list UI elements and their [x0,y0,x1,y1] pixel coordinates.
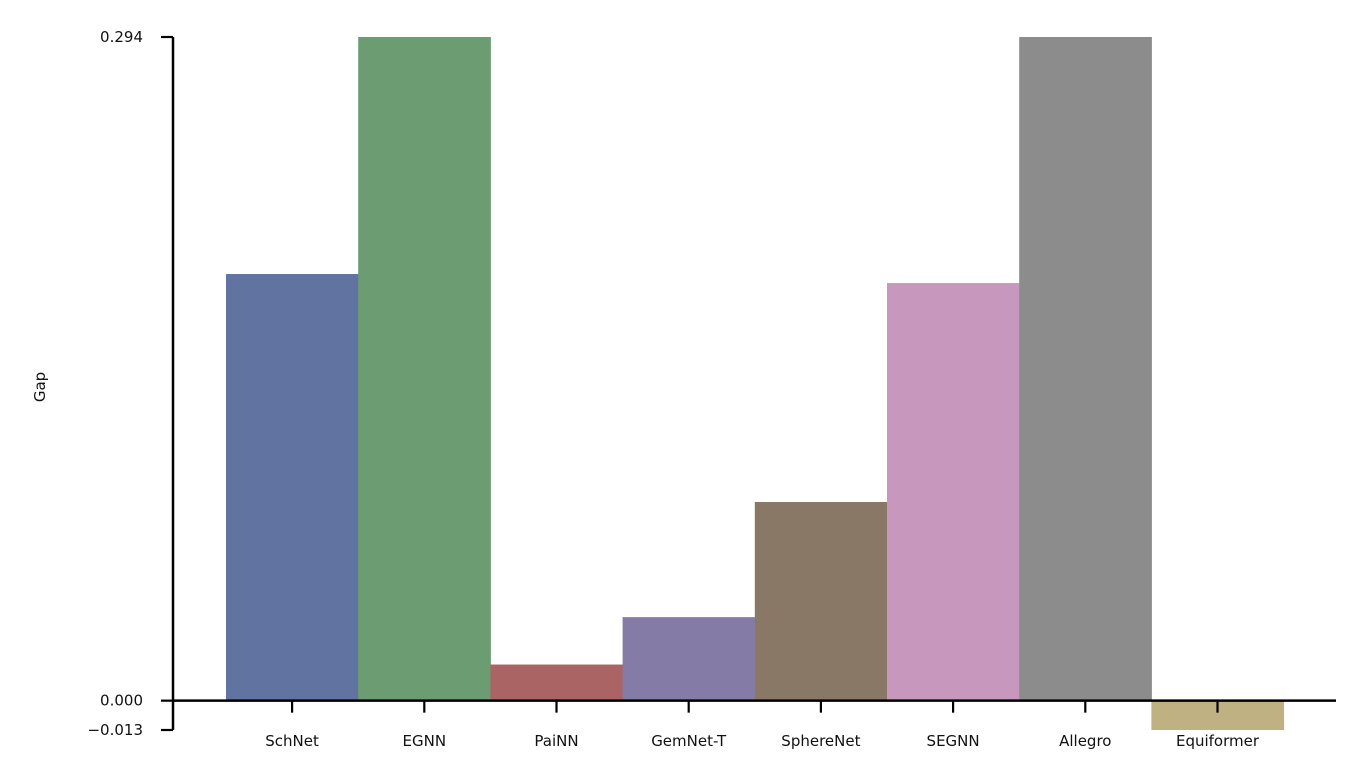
x-tick-label: EGNN [403,732,447,750]
y-ticks-group: 0.294 0.000 −0.013 [87,28,173,739]
x-ticks-group: SchNet EGNN PaiNN GemNet-T SphereNet SEGNN All… [265,700,1260,750]
x-tick-label: SchNet [265,732,319,750]
y-tick-label: −0.013 [87,721,143,739]
x-tick-label: PaiNN [534,732,578,750]
bar-allegro [1019,37,1152,701]
bar-egnn [358,37,491,701]
x-tick-label: SphereNet [781,732,860,750]
x-tick-label: GemNet-T [651,732,727,750]
bars-group [226,37,1285,730]
y-axis-label: Gap [31,372,49,402]
axes-group [171,37,1336,730]
bar-painn [490,664,624,701]
x-tick-label: Equiformer [1176,732,1260,750]
y-tick-label: 0.000 [100,692,143,710]
x-tick-label: Allegro [1059,732,1111,750]
x-tick-label: SEGNN [927,732,980,750]
bar-schnet [226,274,359,701]
bar-segnn [887,283,1020,701]
bar-spherenet [754,502,888,701]
y-tick-label: 0.294 [100,28,143,46]
bar-gemnet-t [622,617,756,701]
